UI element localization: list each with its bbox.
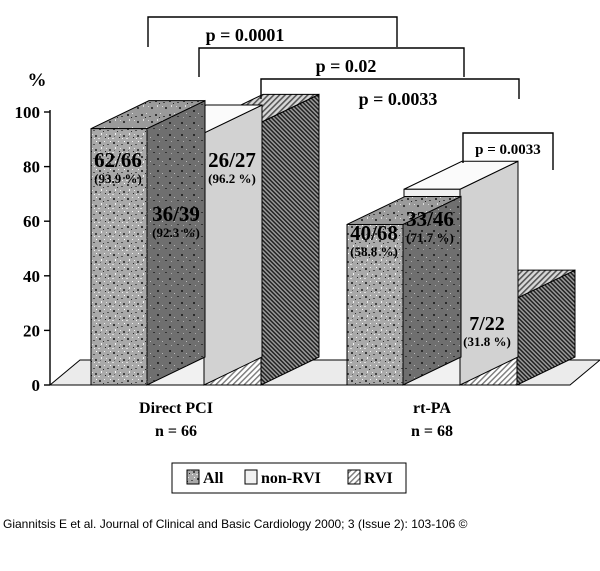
bar-side-face	[459, 160, 519, 386]
bar-front-face	[90, 128, 148, 386]
significance-bracket-2: p = 0.02	[198, 47, 465, 77]
data-label-percent: (31.8 %)	[463, 334, 511, 349]
p-value-label: p = 0.0001	[206, 25, 285, 45]
legend-label-all: All	[203, 470, 224, 487]
data-label-percent: (93.9 %)	[94, 171, 142, 186]
data-label-percent: (96.2 %)	[208, 171, 256, 186]
legend-label-non-rvi: non-RVI	[261, 470, 321, 487]
group-sublabel-rt-pa: n = 68	[411, 423, 453, 440]
bar-all-direct-pci	[90, 99, 206, 386]
data-label-percent: (92.3 %)	[152, 225, 200, 240]
group-label-direct-pci: Direct PCI	[139, 400, 213, 417]
y-tick-label: 40	[23, 267, 40, 286]
significance-bracket-1: p = 0.0001	[147, 16, 398, 47]
bar-chart: % 0 20 40 60 80 100 62/66(93.9 %) 36/39(92.3 %…	[15, 16, 600, 494]
y-axis-label: %	[28, 70, 47, 91]
group-label-rt-pa: rt-PA	[413, 400, 451, 417]
data-label-count: 62/66	[94, 148, 142, 172]
data-label-percent: (71.7 %)	[406, 230, 454, 245]
source-caption: Giannitsis E et al. Journal of Clinical …	[3, 517, 468, 531]
p-value-label: p = 0.0033	[475, 142, 541, 158]
group-sublabel-direct-pci: n = 66	[155, 423, 197, 440]
bars: 62/66(93.9 %) 36/39(92.3 %) 26/27(96.2 %) 4…	[90, 93, 576, 386]
significance-bracket-4: p = 0.0033	[462, 132, 554, 170]
legend: All non-RVI RVI	[171, 462, 407, 494]
legend-swatch-non-rvi	[244, 469, 258, 485]
p-value-label: p = 0.0033	[359, 89, 438, 109]
data-label-count: 7/22	[469, 313, 505, 335]
y-tick-label: 60	[23, 212, 40, 231]
y-tick-label: 0	[32, 376, 41, 395]
bar-all-rt-pa	[346, 195, 462, 386]
legend-box	[171, 462, 407, 494]
bar-side-face	[260, 93, 320, 386]
data-label-count: 40/68	[350, 221, 398, 245]
p-value-label: p = 0.02	[316, 56, 377, 76]
data-label-count: 36/39	[152, 202, 200, 226]
legend-swatch-all	[186, 469, 200, 485]
y-ticks: 0 20 40 60 80 100	[15, 103, 50, 395]
data-label-count: 26/27	[208, 148, 256, 172]
significance-bracket-3: p = 0.0033	[260, 78, 520, 109]
bar-front-face	[346, 223, 404, 386]
y-tick-label: 80	[23, 158, 40, 177]
legend-label-rvi: RVI	[364, 470, 393, 487]
y-tick-label: 100	[15, 103, 41, 122]
data-label-count: 33/46	[406, 207, 454, 231]
bar-side-face	[146, 99, 206, 386]
legend-swatch-rvi	[347, 469, 361, 485]
data-label-percent: (58.8 %)	[350, 244, 398, 259]
y-tick-label: 20	[23, 321, 40, 340]
